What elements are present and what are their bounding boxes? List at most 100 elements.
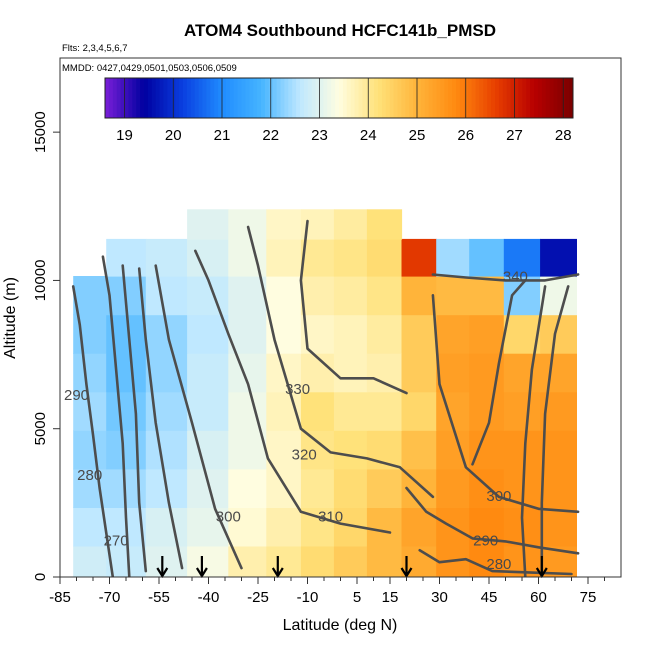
colorbar-swatch	[526, 78, 531, 118]
heatmap-cell	[187, 314, 229, 354]
colorbar-border	[104, 77, 574, 119]
colorbar-swatch	[530, 78, 535, 118]
heatmap-cell	[436, 238, 470, 277]
heatmap-cell	[228, 468, 267, 508]
contour-label: 340	[503, 268, 528, 285]
contour-line	[431, 273, 580, 282]
colorbar-swatch	[307, 78, 313, 118]
heatmap-cell	[333, 276, 368, 316]
contour-line	[540, 285, 570, 577]
flights-label: Flts: 2,3,4,5,6,7	[62, 43, 127, 54]
x-tick-label: -85	[49, 589, 71, 606]
colorbar-swatch	[553, 78, 558, 118]
colorbar-swatch	[112, 78, 118, 118]
heatmap-cell	[187, 209, 229, 240]
colorbar-swatch	[331, 78, 336, 118]
y-tick-label: 0	[32, 573, 49, 581]
colorbar-swatch	[522, 78, 527, 118]
x-tick-label: -10	[297, 589, 319, 606]
colorbar-swatch	[467, 78, 473, 118]
contour-label: 330	[285, 381, 310, 398]
colorbar-swatch	[284, 78, 289, 118]
colorbar-swatch	[456, 78, 461, 118]
y-axis-title: Altitude (m)	[2, 277, 19, 359]
colorbar-swatch	[502, 78, 508, 118]
heatmap-cell	[503, 391, 541, 431]
colorbar-tick-label: 28	[555, 127, 572, 144]
colorbar-swatch	[140, 78, 145, 118]
contour-label: 280	[486, 556, 511, 573]
heatmap-cell	[228, 391, 267, 431]
heatmap-cell	[333, 238, 368, 277]
colorbar-swatch	[292, 78, 297, 118]
colorbar-swatch	[385, 78, 391, 118]
heatmap-cell	[300, 353, 335, 393]
heatmap-cell	[366, 545, 403, 577]
heatmap-cell	[540, 276, 577, 316]
heatmap-cell	[540, 353, 577, 393]
colorbar-swatch	[428, 78, 434, 118]
colorbar-swatch	[444, 78, 449, 118]
colorbar-swatch	[370, 78, 375, 118]
heatmap-cell	[228, 238, 267, 277]
contour-line	[246, 225, 435, 499]
heatmap-cell	[187, 238, 229, 277]
heatmap-cell	[187, 468, 229, 508]
flight-marker-head	[400, 567, 413, 579]
heatmap-cell	[73, 507, 107, 547]
heatmap-cell	[300, 391, 335, 431]
colorbar-swatch	[225, 78, 231, 118]
colorbar-swatch	[350, 78, 356, 118]
flight-marker-head	[156, 567, 169, 579]
colorbar-swatch	[233, 78, 239, 118]
heatmap-cell	[366, 276, 403, 316]
colorbar-swatch	[296, 78, 301, 118]
colorbar-swatch	[557, 78, 562, 118]
colorbar-swatch	[183, 78, 188, 118]
contour-label: 290	[473, 532, 498, 549]
colorbar-swatch	[506, 78, 512, 118]
contour-label: 290	[64, 387, 89, 404]
heatmap-cell	[266, 545, 302, 577]
x-axis-title: Latitude (deg N)	[283, 617, 398, 634]
colorbar-swatch	[132, 78, 137, 118]
heatmap-cell	[469, 314, 505, 354]
colorbar-tick-label: 23	[311, 127, 328, 144]
heatmap-cell	[366, 314, 403, 354]
colorbar-tick-label: 22	[262, 127, 279, 144]
colorbar-swatch	[222, 78, 227, 118]
colorbar-swatch	[381, 78, 387, 118]
colorbar-swatch	[401, 78, 406, 118]
colorbar-swatch	[198, 78, 203, 118]
colorbar-tick-label: 19	[116, 127, 133, 144]
colorbar-swatch	[167, 78, 172, 118]
y-tick-label: 15000	[32, 111, 49, 153]
colorbar-swatch	[495, 78, 500, 118]
colorbar-swatch	[253, 78, 258, 118]
colorbar-swatch	[346, 78, 352, 118]
x-tick-label: 60	[530, 589, 547, 606]
colorbar-swatch	[354, 78, 359, 118]
heatmap-cell	[300, 276, 335, 316]
heatmap-cell	[401, 430, 437, 470]
heatmap-cell	[436, 314, 470, 354]
heatmap-cell	[366, 391, 403, 431]
heatmap-cell	[366, 468, 403, 508]
colorbar-swatch	[569, 78, 574, 118]
contour-line	[405, 486, 580, 555]
colorbar-swatch	[342, 78, 348, 118]
heatmap-cell	[106, 353, 147, 393]
x-tick-label: 5	[353, 589, 361, 606]
colorbar-swatch	[471, 78, 476, 118]
heatmap-cell	[266, 507, 302, 547]
heatmap-cell	[145, 507, 188, 547]
colorbar-swatch	[155, 78, 161, 118]
colorbar-swatch	[241, 78, 246, 118]
colorbar-swatch	[190, 78, 196, 118]
colorbar-swatch	[487, 78, 492, 118]
colorbar-swatch	[335, 78, 340, 118]
colorbar-swatch	[389, 78, 395, 118]
heatmap-cell	[266, 209, 302, 240]
colorbar-swatch	[300, 78, 305, 118]
contour-line	[431, 294, 580, 514]
